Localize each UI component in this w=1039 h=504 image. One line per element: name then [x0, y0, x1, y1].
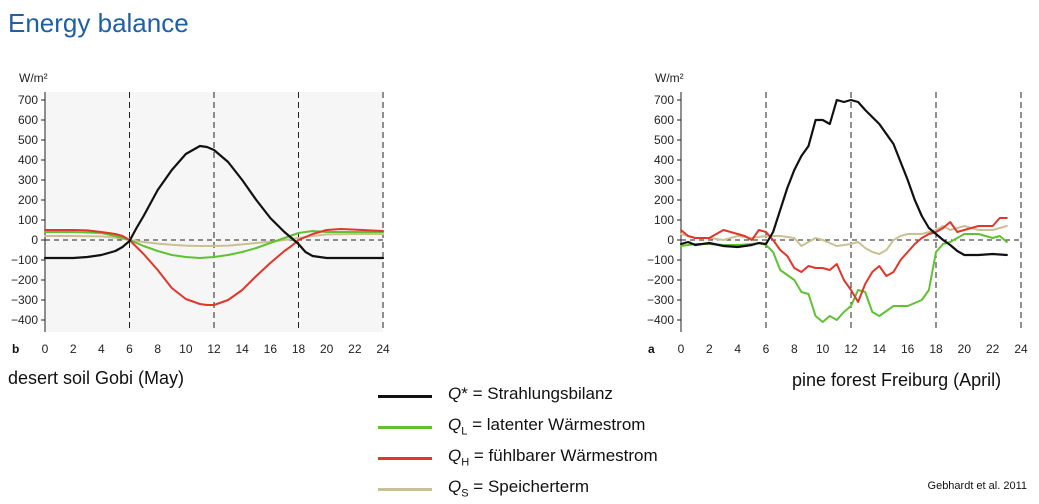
x-tick-label: 8: [791, 342, 798, 356]
x-tick-label: 12: [207, 342, 221, 356]
x-tick-label: 22: [348, 342, 362, 356]
y-tick-label: −200: [11, 273, 38, 287]
legend-item-latenter-waermestrom: QL = latenter Wärmestrom: [378, 415, 698, 439]
y-tick-label: 300: [18, 173, 38, 187]
y-tick-label: 400: [654, 153, 674, 167]
y-tick-label: −300: [11, 293, 38, 307]
y-tick-label: −200: [647, 273, 674, 287]
y-tick-label: 0: [667, 233, 674, 247]
y-tick-label: 600: [654, 113, 674, 127]
x-tick-label: 14: [235, 342, 249, 356]
x-tick-label: 0: [678, 342, 685, 356]
y-axis-unit: W/m²: [655, 71, 684, 85]
x-tick-label: 4: [98, 342, 105, 356]
y-tick-label: −100: [647, 253, 674, 267]
series-line-qs: [680, 225, 1008, 255]
y-tick-label: 400: [18, 153, 38, 167]
series-line-qh: [44, 228, 384, 306]
x-tick-label: 16: [901, 342, 915, 356]
x-tick-label: 2: [706, 342, 713, 356]
series-line-ql: [44, 230, 384, 259]
y-tick-label: −100: [11, 253, 38, 267]
legend-swatch: [378, 488, 432, 491]
x-tick-label: 4: [734, 342, 741, 356]
caption-desert-soil: desert soil Gobi (May): [8, 368, 185, 388]
y-axis-unit: W/m²: [19, 71, 48, 85]
y-tick-label: −400: [647, 313, 674, 327]
legend-swatch: [378, 457, 432, 460]
x-tick-label: 20: [958, 342, 972, 356]
x-tick-label: 18: [292, 342, 306, 356]
chart-desert-soil-gobi: 7006005004003002001000−100−200−300−400W/…: [11, 71, 390, 356]
x-tick-label: 18: [929, 342, 943, 356]
panel-label: a: [648, 342, 655, 356]
legend-item-strahlungsbilanz: Q* = Strahlungsbilanz: [378, 384, 698, 408]
y-tick-label: 700: [654, 93, 674, 107]
page-title: Energy balance: [8, 8, 189, 38]
y-tick-label: 200: [654, 193, 674, 207]
x-tick-label: 10: [179, 342, 193, 356]
legend-item-speicherterm: QS = Speicherterm: [378, 477, 698, 501]
x-tick-label: 24: [1014, 342, 1028, 356]
x-tick-label: 2: [70, 342, 77, 356]
y-tick-label: 700: [18, 93, 38, 107]
y-tick-label: 0: [31, 233, 38, 247]
x-tick-label: 6: [126, 342, 133, 356]
chart-pine-forest-freiburg: 7006005004003002001000−100−200−300−400W/…: [647, 71, 1028, 356]
y-tick-label: −400: [11, 313, 38, 327]
x-tick-label: 6: [763, 342, 770, 356]
legend-item-fuehlbarer-waermestrom: QH = fühlbarer Wärmestrom: [378, 446, 698, 470]
y-tick-label: −300: [647, 293, 674, 307]
legend-swatch: [378, 426, 432, 429]
y-tick-label: 300: [654, 173, 674, 187]
caption-pine-forest: pine forest Freiburg (April): [792, 370, 1002, 390]
y-tick-label: 500: [18, 133, 38, 147]
x-tick-label: 10: [816, 342, 830, 356]
y-tick-label: 100: [654, 213, 674, 227]
x-tick-label: 12: [844, 342, 858, 356]
x-tick-label: 14: [873, 342, 887, 356]
x-tick-label: 8: [154, 342, 161, 356]
x-tick-label: 20: [320, 342, 334, 356]
x-tick-label: 16: [264, 342, 278, 356]
series-line-qstar: [679, 98, 1008, 257]
y-tick-label: 100: [18, 213, 38, 227]
series-line-qh: [680, 217, 1008, 303]
source-credit: Gebhardt et al. 2011: [927, 480, 1027, 492]
series-line-qstar: [43, 144, 385, 260]
y-tick-label: 600: [18, 113, 38, 127]
y-tick-label: 500: [654, 133, 674, 147]
y-tick-label: 200: [18, 193, 38, 207]
x-tick-label: 24: [376, 342, 390, 356]
x-tick-label: 22: [986, 342, 1000, 356]
x-tick-label: 0: [42, 342, 49, 356]
panel-label: b: [12, 342, 19, 356]
legend-swatch: [378, 395, 432, 398]
